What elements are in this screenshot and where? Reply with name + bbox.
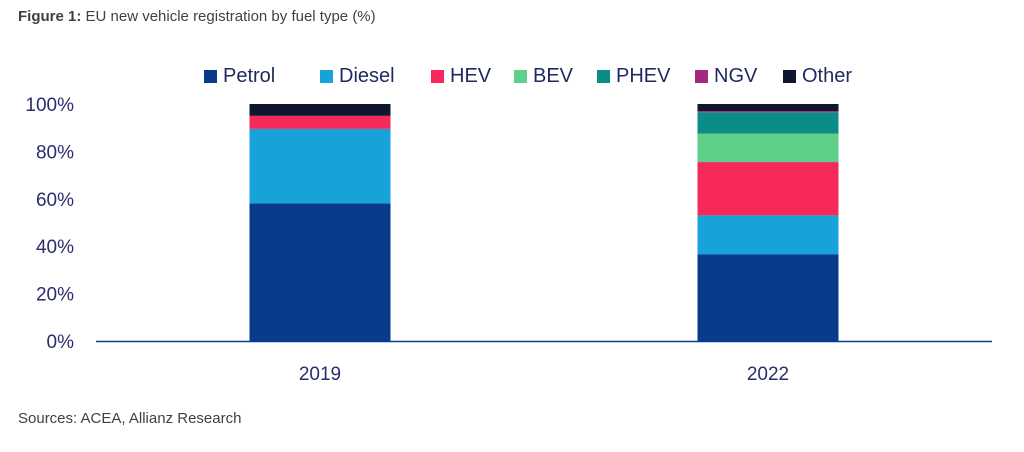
legend-label-diesel: Diesel: [339, 65, 395, 87]
legend-swatch-phev: [597, 70, 610, 83]
legend-label-hev: HEV: [450, 65, 492, 87]
y-tick-label: 0%: [47, 332, 75, 353]
y-tick-label: 20%: [36, 285, 74, 306]
legend-swatch-bev: [514, 70, 527, 83]
y-tick-label: 60%: [36, 190, 74, 211]
bar-segment-2022-hev: [697, 162, 839, 216]
bar-segment-2019-petrol: [249, 203, 391, 341]
legend-swatch-other: [783, 70, 796, 83]
bar-segment-2022-other: [697, 104, 839, 112]
bar-segment-2022-phev: [697, 112, 839, 134]
bar-segment-2019-other: [249, 104, 391, 116]
figure-title: Figure 1: EU new vehicle registration by…: [18, 8, 376, 25]
source-note: Sources: ACEA, Allianz Research: [18, 410, 242, 427]
legend-label-ngv: NGV: [714, 65, 758, 87]
bar-segment-2019-hev: [249, 115, 391, 129]
y-tick-label: 40%: [36, 237, 74, 258]
bar-segment-2022-petrol: [697, 254, 839, 341]
bar-segment-2022-ngv: [697, 111, 839, 113]
bar-segment-2019-diesel: [249, 128, 391, 204]
legend-swatch-ngv: [695, 70, 708, 83]
legend-swatch-diesel: [320, 70, 333, 83]
y-tick-label: 80%: [36, 142, 74, 163]
legend-swatch-hev: [431, 70, 444, 83]
figure-title-text: EU new vehicle registration by fuel type…: [85, 8, 376, 25]
y-tick-label: 100%: [25, 95, 74, 116]
figure-label: Figure 1:: [18, 8, 82, 25]
x-tick-label: 2019: [299, 364, 341, 385]
legend-swatch-petrol: [204, 70, 217, 83]
bar-segment-2022-diesel: [697, 215, 839, 255]
legend-label-petrol: Petrol: [223, 65, 275, 87]
legend-label-bev: BEV: [533, 65, 574, 87]
bar-segment-2022-bev: [697, 133, 839, 163]
legend-label-other: Other: [802, 65, 852, 87]
legend-label-phev: PHEV: [616, 65, 671, 87]
x-tick-label: 2022: [747, 364, 789, 385]
